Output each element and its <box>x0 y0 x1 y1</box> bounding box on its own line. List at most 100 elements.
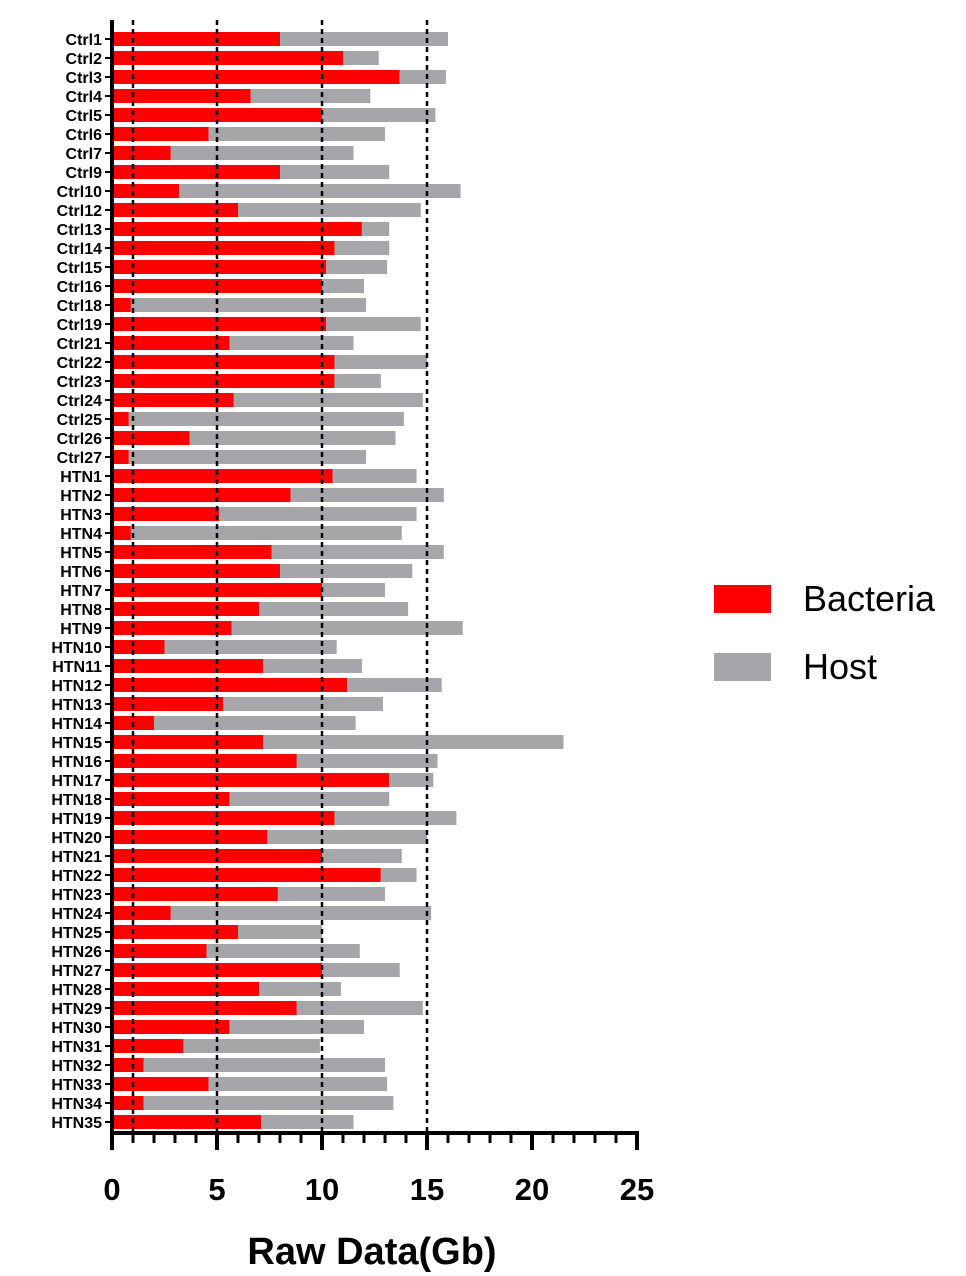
bar-host-Ctrl16 <box>322 279 364 293</box>
category-label: Ctrl24 <box>57 393 102 410</box>
bar-host-HTN12 <box>347 678 442 692</box>
category-label: HTN6 <box>60 564 102 581</box>
category-label: HTN1 <box>60 469 102 486</box>
bar-bacteria-Ctrl15 <box>112 260 327 274</box>
bar-bacteria-HTN32 <box>112 1058 144 1072</box>
bar-bacteria-Ctrl21 <box>112 336 230 350</box>
category-label: Ctrl18 <box>57 298 102 315</box>
bar-bacteria-HTN23 <box>112 887 278 901</box>
category-label: Ctrl5 <box>66 108 103 125</box>
bar-bacteria-HTN18 <box>112 792 230 806</box>
bar-host-Ctrl3 <box>399 70 446 84</box>
bar-host-HTN2 <box>290 488 444 502</box>
legend-label-host: Host <box>803 646 877 687</box>
legend-swatch-bacteria <box>714 585 771 613</box>
bar-bacteria-Ctrl27 <box>112 450 129 464</box>
bar-bacteria-Ctrl3 <box>112 70 400 84</box>
legend: Bacteria Host <box>714 578 936 687</box>
bar-host-HTN4 <box>130 526 402 540</box>
category-label: Ctrl15 <box>57 260 102 277</box>
bar-host-Ctrl15 <box>326 260 388 274</box>
bar-host-HTN22 <box>380 868 417 882</box>
reference-lines <box>131 20 429 1133</box>
category-label: HTN7 <box>60 583 102 600</box>
bar-bacteria-HTN20 <box>112 830 268 844</box>
x-tick-labels: 0 5 10 15 20 25 <box>103 1172 654 1207</box>
bar-host-HTN11 <box>263 659 362 673</box>
bar-bacteria-HTN11 <box>112 659 264 673</box>
bar-host-HTN3 <box>219 507 417 521</box>
category-label: Ctrl16 <box>57 279 102 296</box>
bar-bacteria-Ctrl6 <box>112 127 209 141</box>
bar-host-HTN31 <box>183 1039 320 1053</box>
bar-bacteria-HTN15 <box>112 735 264 749</box>
category-labels: Ctrl1 Ctrl2 Ctrl3 Ctrl4 Ctrl5 Ctrl6 Ctrl7 Ctrl9… <box>51 32 102 1132</box>
x-tick-label: 25 <box>620 1172 654 1207</box>
bar-host-HTN5 <box>271 545 444 559</box>
bar-host-Ctrl13 <box>361 222 390 236</box>
bar-bacteria-HTN8 <box>112 602 259 616</box>
category-label: HTN4 <box>60 526 102 543</box>
bar-host-HTN9 <box>231 621 463 635</box>
bar-bacteria-HTN2 <box>112 488 291 502</box>
category-label: HTN34 <box>51 1096 102 1113</box>
category-label: Ctrl3 <box>66 70 103 87</box>
bar-host-HTN25 <box>238 925 322 939</box>
bar-bacteria-Ctrl1 <box>112 32 280 46</box>
x-tick-label: 20 <box>515 1172 549 1207</box>
bar-bacteria-HTN6 <box>112 564 280 578</box>
category-label: Ctrl26 <box>57 431 102 448</box>
bar-host-HTN10 <box>164 640 337 654</box>
bar-host-HTN20 <box>267 830 427 844</box>
category-label: HTN13 <box>51 697 102 714</box>
bar-bacteria-HTN10 <box>112 640 165 654</box>
bar-bacteria-HTN9 <box>112 621 232 635</box>
x-tick-label: 5 <box>208 1172 225 1207</box>
bar-host-HTN33 <box>208 1077 388 1091</box>
category-label: HTN31 <box>51 1039 102 1056</box>
category-label: HTN22 <box>51 868 102 885</box>
category-label: HTN28 <box>51 982 102 999</box>
bar-host-Ctrl10 <box>179 184 461 198</box>
category-label: HTN20 <box>51 830 102 847</box>
x-tick-label: 10 <box>305 1172 339 1207</box>
bar-bacteria-Ctrl19 <box>112 317 327 331</box>
category-label: Ctrl22 <box>57 355 102 372</box>
legend-swatch-host <box>714 653 771 681</box>
category-label: Ctrl19 <box>57 317 102 334</box>
category-label: HTN10 <box>51 640 102 657</box>
x-axis-title: Raw Data(Gb) <box>247 1231 496 1273</box>
category-label: HTN32 <box>51 1058 102 1075</box>
bar-host-Ctrl23 <box>334 374 381 388</box>
x-tick-label: 15 <box>410 1172 444 1207</box>
category-label: Ctrl6 <box>66 127 103 144</box>
x-tick-label: 0 <box>103 1172 120 1207</box>
bar-host-Ctrl2 <box>343 51 379 65</box>
bar-bacteria-Ctrl26 <box>112 431 190 445</box>
category-label: Ctrl14 <box>57 241 102 258</box>
category-label: HTN2 <box>60 488 102 505</box>
axes-layer <box>105 20 639 1150</box>
bar-bacteria-HTN16 <box>112 754 297 768</box>
category-label: HTN9 <box>60 621 102 638</box>
bar-bacteria-HTN13 <box>112 697 224 711</box>
category-label: HTN33 <box>51 1077 102 1094</box>
bar-host-HTN24 <box>170 906 432 920</box>
bar-host-Ctrl1 <box>280 32 448 46</box>
category-label: HTN12 <box>51 678 102 695</box>
category-label: Ctrl21 <box>57 336 102 353</box>
bar-host-Ctrl12 <box>238 203 421 217</box>
category-label: Ctrl4 <box>66 89 103 106</box>
category-label: Ctrl2 <box>66 51 103 68</box>
bar-host-HTN27 <box>322 963 400 977</box>
bar-bacteria-Ctrl24 <box>112 393 234 407</box>
bar-bacteria-HTN31 <box>112 1039 184 1053</box>
category-label: HTN35 <box>51 1115 102 1132</box>
bar-host-Ctrl24 <box>233 393 423 407</box>
category-label: Ctrl23 <box>57 374 102 391</box>
category-label: HTN19 <box>51 811 102 828</box>
bar-host-Ctrl21 <box>229 336 354 350</box>
bar-bacteria-HTN25 <box>112 925 238 939</box>
category-label: HTN25 <box>51 925 102 942</box>
category-label: HTN15 <box>51 735 102 752</box>
